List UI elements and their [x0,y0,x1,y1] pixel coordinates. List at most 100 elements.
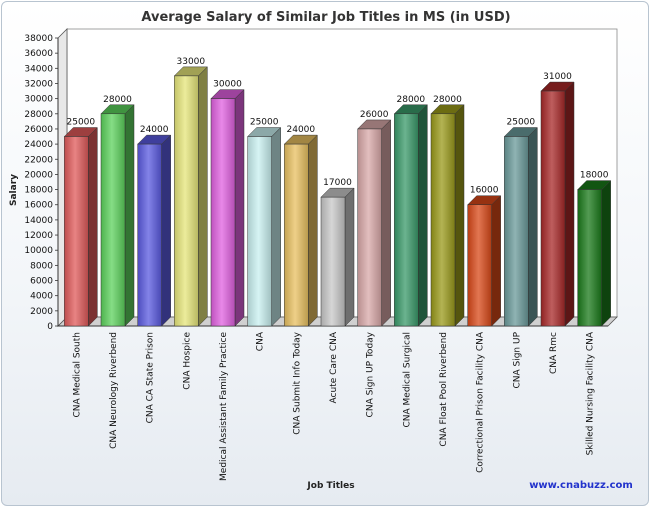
bar-value-label: 28000 [103,95,132,105]
x-tick-label: CNA Medical Surgical [402,332,412,428]
bar-side-face [198,66,208,327]
y-tick-label: 28000 [24,110,53,120]
bar-front-face [247,136,272,327]
x-tick-label: Medical Assistant Family Practice [219,332,229,481]
y-tick-label: 36000 [24,49,53,59]
bar-value-label: 24000 [287,125,316,135]
bar-front-face [137,143,162,327]
bar: 33000 [173,57,208,327]
bar: 28000 [393,95,428,327]
bar-side-face [491,195,501,327]
y-tick-label: 16000 [24,201,53,211]
bar-value-label: 25000 [250,118,279,128]
bar-front-face [540,90,566,327]
bar-front-face [284,143,309,327]
y-tick-label: 34000 [24,64,53,74]
y-tick-label: 22000 [24,155,53,165]
bar-value-label: 31000 [543,72,572,82]
bar-value-label: 24000 [140,125,169,135]
y-tick-label: 20000 [24,170,53,180]
bar-side-face [564,81,575,327]
y-tick-label: 26000 [24,125,53,135]
chart-title: Average Salary of Similar Job Titles in … [141,10,510,25]
y-tick-label: 14000 [24,216,53,226]
bar-value-label: 18000 [580,171,609,181]
x-tick-label: Acute Care CNA [329,331,339,403]
x-tick-label: CNA Neurology Riverbend [109,332,119,449]
bar-front-face [174,75,199,327]
x-axis-label: Job Titles [306,481,354,491]
x-tick-label: CNA Submit Info Today [292,331,302,434]
bar-front-face [430,113,456,327]
bar-side-face [161,134,171,327]
y-tick-label: 38000 [24,34,53,44]
bar-front-face [210,98,236,327]
bar: 17000 [320,178,355,327]
y-tick-label: 12000 [24,231,53,241]
bar: 24000 [137,125,172,327]
x-tick-label: CNA Medical South [72,332,82,418]
y-tick-label: 0 [47,322,53,332]
bar-value-label: 28000 [433,95,462,105]
bar-value-label: 33000 [177,57,206,67]
bar-side-face [528,126,538,327]
bar: 25000 [247,118,282,327]
bar: 28000 [430,95,465,327]
y-tick-label: 6000 [30,277,53,287]
bar-front-face [577,189,602,327]
y-axis-ticks: 0 2000 4000 6000 8000 10000 12000 14000 16000 180… [24,34,58,332]
bar-side-face [344,187,355,327]
bar-front-face [64,136,89,327]
bar-value-label: 28000 [397,95,426,105]
bar: 25000 [63,118,98,327]
x-tick-label: CNA Hospice [182,332,192,390]
bar: 30000 [210,80,245,327]
bar: 25000 [503,118,538,327]
y-tick-label: 32000 [24,79,53,89]
bar-side-face [88,126,98,327]
bar-front-face [467,204,492,327]
bar-value-label: 25000 [507,118,536,128]
bar-value-label: 17000 [323,178,352,188]
bar-front-face [504,136,529,327]
y-tick-label: 8000 [30,261,53,271]
bar-front-face [100,113,126,327]
x-tick-label: Correctional Prison Facility CNA [476,331,486,473]
bar-value-label: 16000 [470,186,499,196]
bar: 16000 [467,186,502,327]
x-tick-label: CNA Rmc [549,332,559,374]
bar-side-face [124,104,135,327]
x-tick-label: CNA Float Pool Riverbend [439,332,449,447]
x-tick-label: CNA CA State Prison [146,332,156,423]
bar: 26000 [357,110,392,327]
bar-front-face [320,196,346,327]
bar-value-label: 26000 [360,110,389,120]
y-tick-label: 18000 [24,186,53,196]
x-tick-label: CNA Sign UP [512,331,522,388]
y-axis-label: Salary [9,174,19,206]
bar-value-label: 30000 [213,80,242,90]
bar-value-label: 25000 [67,118,96,128]
y-tick-label: 10000 [24,246,53,256]
bar: 28000 [100,95,135,327]
bar-side-face [418,104,428,327]
x-tick-label: CNA [256,331,266,351]
x-tick-label: CNA Sign UP Today [366,331,376,417]
bar-side-face [381,119,391,327]
y-tick-label: 24000 [24,140,53,150]
x-tick-label: Skilled Nursing Facility CNA [586,331,596,455]
y-tick-label: 4000 [30,292,53,302]
bar-front-face [394,113,419,327]
bar: 18000 [577,171,612,327]
bar-side-face [601,179,611,327]
bars: 25000 28000 24000 33000 30000 25000 24000 17000… [63,57,612,327]
y-tick-label: 30000 [24,95,53,105]
bar: 31000 [540,72,575,327]
bar: 24000 [283,125,318,327]
bar-side-face [271,126,281,327]
bar-front-face [357,128,382,327]
bar-side-face [308,134,318,327]
x-axis-ticks: CNA Medical South CNA Neurology Riverbend… [72,331,595,481]
site-credit-link[interactable]: www.cnabuzz.com [529,480,633,491]
